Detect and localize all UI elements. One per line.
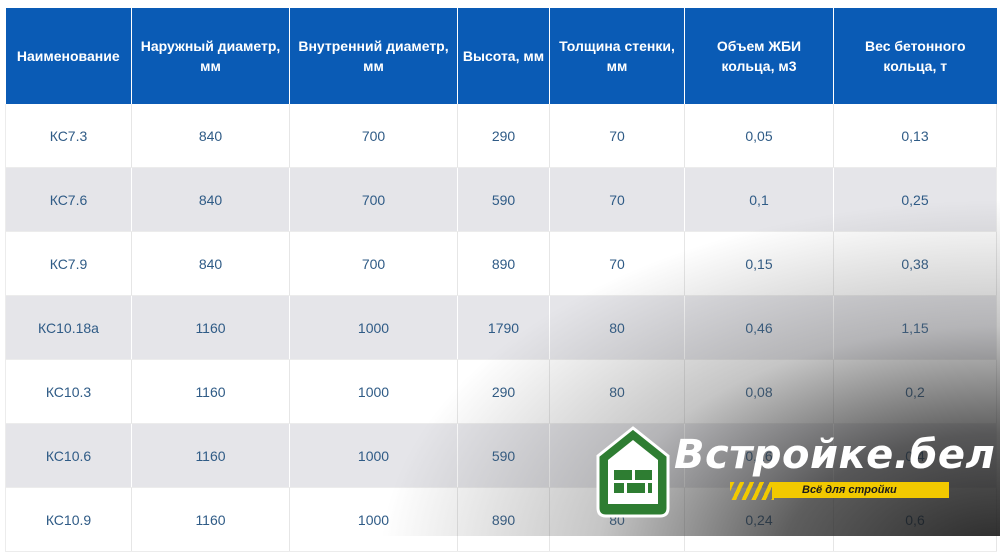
cell-inner-diameter: 1000 (289, 487, 458, 552)
cell-height: 290 (457, 359, 550, 424)
cell-name: КС7.3 (5, 104, 132, 168)
cell-inner-diameter: 700 (289, 104, 458, 168)
cell-inner-diameter: 700 (289, 167, 458, 232)
cell-height: 290 (457, 104, 550, 168)
cell-wall-thickness: 70 (549, 104, 685, 168)
cell-inner-diameter: 1000 (289, 295, 458, 360)
cell-weight: 0,2 (833, 359, 997, 424)
cell-height: 590 (457, 167, 550, 232)
cell-name: КС10.3 (5, 359, 132, 424)
cell-outer-diameter: 1160 (131, 423, 290, 488)
logo-stripes (730, 482, 774, 500)
cell-height: 590 (457, 423, 550, 488)
table-header-row: Наименование Наружный диаметр, мм Внутре… (5, 8, 997, 104)
cell-weight: 1,15 (833, 295, 997, 360)
cell-outer-diameter: 840 (131, 167, 290, 232)
cell-height: 890 (457, 487, 550, 552)
table-row: КС7.3 840 700 290 70 0,05 0,13 (5, 104, 997, 168)
header-inner-diameter: Внутренний диаметр, мм (289, 8, 458, 104)
cell-inner-diameter: 1000 (289, 423, 458, 488)
cell-outer-diameter: 1160 (131, 487, 290, 552)
cell-outer-diameter: 840 (131, 104, 290, 168)
table-row: КС7.6 840 700 590 70 0,1 0,25 (5, 167, 997, 232)
cell-weight: 0,25 (833, 167, 997, 232)
cell-name: КС10.6 (5, 423, 132, 488)
cell-volume: 0,08 (684, 359, 834, 424)
header-outer-diameter: Наружный диаметр, мм (131, 8, 290, 104)
header-volume: Объем ЖБИ кольца, м3 (684, 8, 834, 104)
header-wall-thickness: Толщина стенки, мм (549, 8, 685, 104)
house-bricks-icon (596, 426, 670, 518)
cell-name: КС7.9 (5, 231, 132, 296)
cell-volume: 0,46 (684, 295, 834, 360)
cell-wall-thickness: 80 (549, 295, 685, 360)
header-name: Наименование (5, 8, 132, 104)
header-weight: Вес бетонного кольца, т (833, 8, 997, 104)
cell-volume: 0,05 (684, 104, 834, 168)
site-logo: Встройке.бел Всё для стройки (596, 420, 995, 530)
logo-name: Встройке.бел (674, 432, 996, 478)
cell-weight: 0,13 (833, 104, 997, 168)
cell-name: КС7.6 (5, 167, 132, 232)
cell-weight: 0,38 (833, 231, 997, 296)
cell-outer-diameter: 840 (131, 231, 290, 296)
cell-wall-thickness: 80 (549, 359, 685, 424)
cell-volume: 0,15 (684, 231, 834, 296)
cell-wall-thickness: 70 (549, 167, 685, 232)
cell-name: КС10.18а (5, 295, 132, 360)
table-row: КС7.9 840 700 890 70 0,15 0,38 (5, 231, 997, 296)
header-height: Высота, мм (457, 8, 550, 104)
logo-tagline: Всё для стройки (772, 482, 949, 498)
cell-wall-thickness: 70 (549, 231, 685, 296)
cell-height: 890 (457, 231, 550, 296)
table-row: КС10.18а 1160 1000 1790 80 0,46 1,15 (5, 295, 997, 360)
cell-volume: 0,1 (684, 167, 834, 232)
cell-name: КС10.9 (5, 487, 132, 552)
cell-outer-diameter: 1160 (131, 359, 290, 424)
table-row: КС10.3 1160 1000 290 80 0,08 0,2 (5, 359, 997, 424)
cell-inner-diameter: 1000 (289, 359, 458, 424)
cell-outer-diameter: 1160 (131, 295, 290, 360)
cell-inner-diameter: 700 (289, 231, 458, 296)
cell-height: 1790 (457, 295, 550, 360)
